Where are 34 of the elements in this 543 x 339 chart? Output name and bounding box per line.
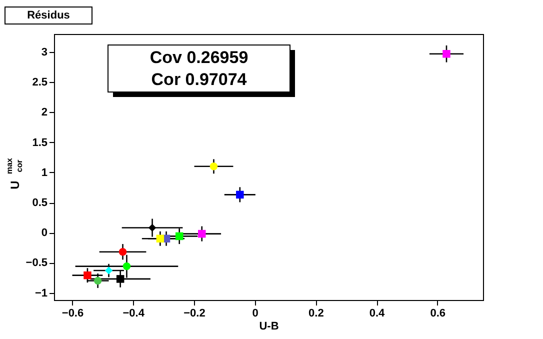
chart-title: Résidus	[27, 10, 70, 22]
point	[236, 190, 244, 199]
x-tick-label: −0.4	[122, 308, 146, 320]
point	[122, 262, 131, 270]
x-tick-label: 0	[252, 308, 258, 320]
point	[210, 162, 218, 170]
y-tick-label: 0	[41, 227, 48, 240]
annotation: Cov 0.26959	[150, 48, 248, 67]
annotation: Cor 0.97074	[151, 70, 248, 89]
point	[116, 275, 124, 283]
point	[442, 50, 450, 58]
point	[198, 230, 206, 238]
y-tick-label: 2	[41, 106, 48, 119]
x-tick-label: 0.6	[430, 308, 446, 320]
point	[175, 232, 184, 240]
point	[118, 248, 127, 256]
point	[104, 266, 113, 274]
y-tick-label: 1.5	[32, 136, 48, 149]
y-tick-label: 0.5	[32, 197, 48, 210]
x-axis-title: U-B	[259, 320, 279, 332]
x-tick-label: 0.2	[308, 308, 324, 320]
y-tick-label: 3	[41, 46, 48, 59]
y-tick-label: −1	[34, 287, 48, 300]
point	[94, 276, 102, 285]
x-tick-label: −0.2	[184, 308, 206, 320]
y-tick-label: −0.5	[26, 257, 48, 270]
point	[84, 271, 92, 280]
y-axis-title: Umaxcor	[5, 157, 24, 190]
y-tick-label: 1	[41, 166, 48, 179]
x-tick-label: −0.6	[62, 308, 84, 320]
point	[156, 234, 164, 242]
y-tick-label: 2.5	[32, 76, 48, 89]
x-tick-label: 0.4	[369, 308, 386, 320]
point	[148, 224, 156, 232]
